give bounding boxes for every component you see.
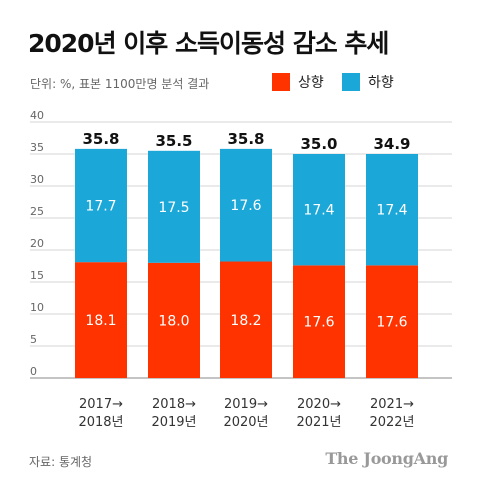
y-tick-label: 0 [30,365,37,378]
y-tick-label: 5 [30,333,37,346]
legend-swatch-up [272,73,290,91]
total-label: 35.0 [300,135,337,153]
legend-item-down: 하향 [342,72,394,92]
bar-segment-down [75,148,127,263]
total-label: 35.8 [82,130,119,148]
bar-segment-down [366,154,418,266]
data-label-down: 17.4 [303,203,334,219]
data-label-up: 18.2 [230,313,261,329]
unit-note: 단위: %, 표본 1100만명 분석 결과 [30,77,210,91]
y-tick-label: 35 [30,141,44,154]
bar-segment-up [75,262,127,378]
total-label: 35.5 [155,132,192,150]
y-tick-label: 10 [30,301,44,314]
data-label-up: 17.6 [303,315,334,331]
x-tick-label: 2020→ [297,397,341,412]
x-tick-label: 2021→ [370,397,414,412]
stacked-bar-chart: 0 5 10 15 20 25 30 35 40 18.1 17.7 35.8 2017→ 2018년 18… [30,109,452,430]
y-tick-label: 25 [30,205,44,218]
x-tick-label: 2017→ [79,397,123,412]
y-tick-label: 15 [30,269,44,282]
bar-segment-up [366,265,418,378]
x-tick-label: 2022년 [369,415,414,430]
legend-item-up: 상향 [272,72,324,92]
data-label-up: 18.0 [158,313,189,329]
x-tick-label: 2018→ [152,397,196,412]
y-tick-label: 30 [30,173,44,186]
data-label-down: 17.5 [158,200,189,216]
data-label-down: 17.7 [85,199,116,215]
bar-segment-up [148,262,200,378]
x-tick-label: 2018년 [78,415,123,430]
bar-segment-up [220,261,272,378]
bar-segment-down [293,154,345,266]
y-tick-label: 20 [30,237,44,250]
y-tick-label: 40 [30,109,44,122]
data-label-down: 17.4 [376,203,407,219]
source-note: 자료: 통계청 [29,455,93,469]
bar-segment-down [148,150,200,263]
x-tick-label: 2019→ [224,397,268,412]
data-label-up: 18.1 [85,313,116,329]
x-tick-label: 2020년 [223,415,268,430]
data-label-up: 17.6 [376,315,407,331]
x-tick-label: 2019년 [151,415,196,430]
bar-segment-up [293,265,345,378]
legend-label-down: 하향 [368,75,394,91]
legend-swatch-down [342,73,360,91]
x-tick-label: 2021년 [296,415,341,430]
publisher-logo: The JoongAng [325,449,448,468]
data-label-down: 17.6 [230,198,261,214]
bar-segment-down [220,148,272,262]
total-label: 35.8 [227,130,264,148]
legend-label-up: 상향 [298,75,324,91]
total-label: 34.9 [373,135,410,153]
chart-title: 2020년 이후 소득이동성 감소 추세 [28,29,389,58]
